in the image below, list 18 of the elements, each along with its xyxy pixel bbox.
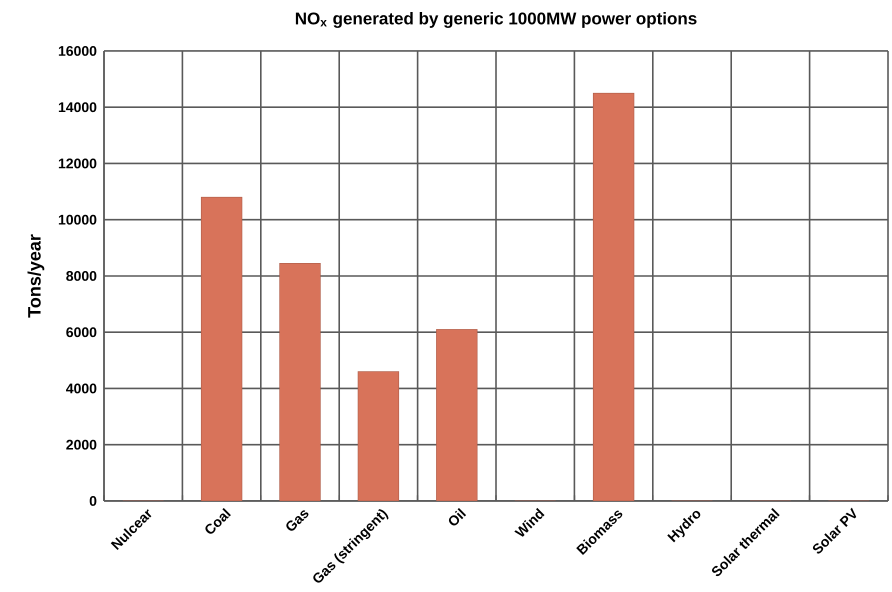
bar (279, 263, 321, 501)
y-axis-title: Tons/year (27, 234, 44, 318)
y-tick-label: 10000 (58, 214, 96, 225)
x-tick-label: Oil (448, 508, 466, 526)
y-tick-label: 6000 (66, 327, 96, 338)
y-tick-label: 8000 (66, 271, 96, 281)
y-tick-label: 16000 (58, 46, 96, 56)
bar (592, 92, 634, 501)
bar (200, 196, 242, 501)
y-tick-label: 14000 (58, 102, 96, 112)
y-tick-label: 2000 (66, 440, 96, 450)
y-tick-label: 4000 (66, 384, 96, 394)
chart-title: NO$_{x}$ generated by generic 1000MW power options (296, 12, 697, 28)
x-tick-label: Gas (286, 510, 308, 531)
bar (358, 371, 400, 501)
bar (436, 329, 478, 501)
y-tick-label: 12000 (58, 158, 96, 168)
y-tick-label: 0 (90, 496, 96, 506)
